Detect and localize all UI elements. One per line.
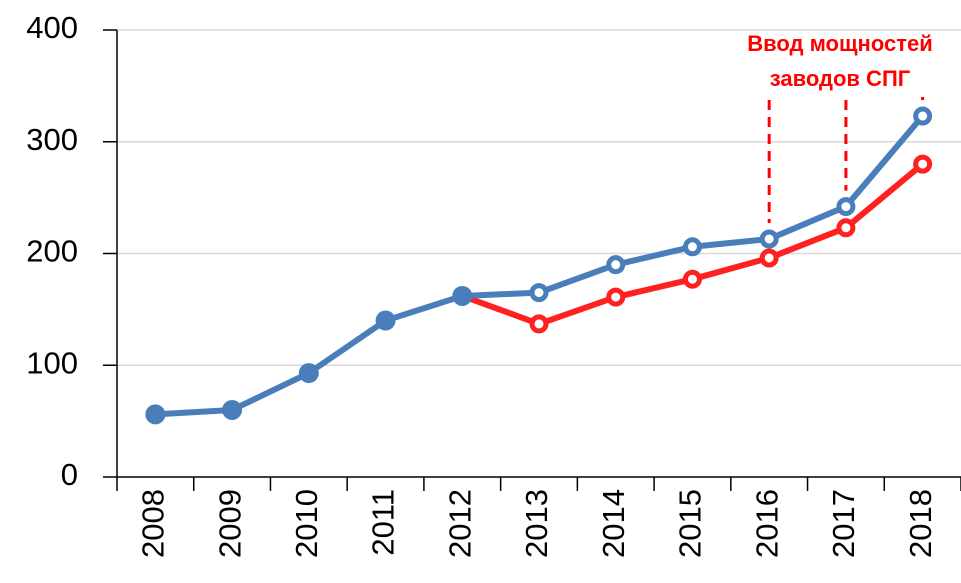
x-tick-label: 2017 xyxy=(826,489,861,558)
data-point xyxy=(529,314,549,334)
x-tick-label: 2014 xyxy=(596,489,631,558)
x-tick-label: 2015 xyxy=(673,489,708,558)
data-point xyxy=(606,255,626,275)
x-tick-label: 2008 xyxy=(136,489,171,558)
data-point xyxy=(298,363,319,384)
annotation: заводов СПГ xyxy=(770,66,911,91)
data-point xyxy=(222,399,243,420)
data-point xyxy=(682,269,702,289)
data-point xyxy=(836,218,856,238)
y-tick-label: 300 xyxy=(26,122,78,157)
x-tick-label: 2013 xyxy=(519,489,554,558)
data-point xyxy=(145,404,166,425)
x-tick-label: 2010 xyxy=(289,489,324,558)
data-point xyxy=(452,285,473,306)
data-point xyxy=(375,310,396,331)
data-point xyxy=(529,283,549,303)
data-point xyxy=(682,237,702,257)
data-point xyxy=(759,229,779,249)
data-point xyxy=(836,197,856,217)
annotation: Ввод мощностей xyxy=(747,31,933,56)
x-tick-label: 2016 xyxy=(749,489,784,558)
series-line xyxy=(155,114,925,418)
y-tick-label: 0 xyxy=(61,457,78,492)
data-point xyxy=(913,154,933,174)
x-tick-label: 2011 xyxy=(366,489,401,556)
data-point xyxy=(913,106,933,126)
y-tick-label: 100 xyxy=(26,345,78,380)
x-tick-label: 2018 xyxy=(903,489,938,558)
y-tick-label: 200 xyxy=(26,234,78,269)
data-point xyxy=(759,248,779,268)
data-point xyxy=(606,287,626,307)
y-tick-label: 400 xyxy=(26,10,78,45)
x-tick-label: 2009 xyxy=(212,489,247,558)
x-tick-label: 2012 xyxy=(442,489,477,558)
